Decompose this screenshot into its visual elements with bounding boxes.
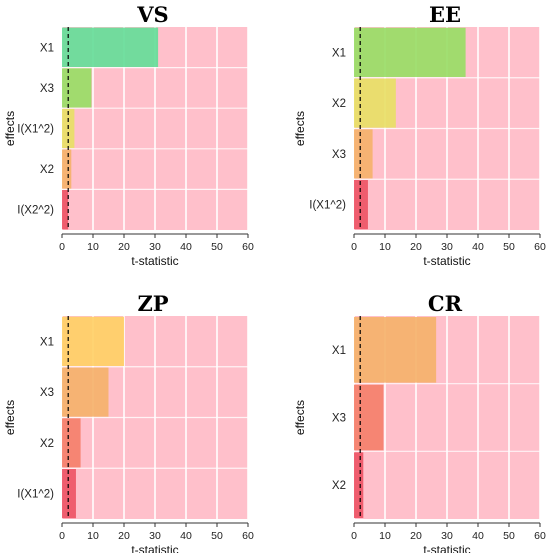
bar-x2 [354, 78, 396, 128]
x-tick-label: 40 [472, 241, 484, 253]
x-tick-label: 60 [534, 241, 546, 253]
x-tick-label: 20 [410, 530, 422, 542]
x-tick-label: 30 [149, 241, 161, 253]
chart-title: EE [429, 2, 461, 27]
bar-x1 [62, 27, 159, 67]
x-tick-label: 20 [118, 530, 130, 542]
category-label: X1 [332, 47, 346, 59]
bar-x2 [62, 149, 72, 189]
x-tick-label: 30 [441, 241, 453, 253]
bar-x1 [354, 317, 437, 383]
x-tick-label: 10 [87, 241, 99, 253]
category-label: X1 [40, 336, 54, 348]
category-label: X2 [40, 164, 54, 176]
category-label: I(X2^2) [17, 205, 54, 217]
x-tick-label: 50 [503, 530, 515, 542]
x-tick-label: 10 [87, 530, 99, 542]
x-axis-label: t-statistic [131, 254, 178, 268]
x-axis-label: t-statistic [131, 543, 178, 553]
category-label: X3 [332, 413, 346, 425]
bar-x1 [62, 316, 124, 366]
category-label: X3 [40, 387, 54, 399]
chart-panel-vs: X1 X3 I(X1^2) X2 I(X2^2) 0 10 20 30 40 50 60 t-stati… [3, 2, 254, 268]
x-tick-label: 0 [351, 530, 357, 542]
category-label: X2 [332, 98, 346, 110]
y-axis-label: effects [293, 400, 307, 435]
category-label: I(X1^2) [309, 200, 346, 212]
chart-panel-cr: X1 X3 X2 0 10 20 30 40 50 60 t-statistic effects CR [293, 291, 546, 553]
chart-title: ZP [137, 291, 168, 316]
category-label: X3 [332, 149, 346, 161]
x-tick-label: 30 [149, 530, 161, 542]
category-label: I(X1^2) [17, 489, 54, 501]
x-tick-label: 60 [534, 530, 546, 542]
category-label: X2 [332, 480, 346, 492]
x-tick-label: 40 [180, 241, 192, 253]
bar-x3 [62, 68, 92, 108]
category-label: X1 [40, 42, 54, 54]
category-label: X3 [40, 83, 54, 95]
y-axis-label: effects [293, 111, 307, 146]
category-label: X1 [332, 345, 346, 357]
bar-x3 [62, 367, 109, 417]
bar-x1 [354, 27, 466, 77]
x-tick-label: 0 [351, 241, 357, 253]
x-tick-label: 50 [211, 241, 223, 253]
bar-i-x2-2- [62, 190, 69, 230]
x-tick-label: 10 [379, 241, 391, 253]
x-tick-label: 40 [472, 530, 484, 542]
x-tick-label: 20 [410, 241, 422, 253]
y-axis-label: effects [3, 400, 17, 435]
bar-x2 [62, 418, 81, 468]
chart-panel-zp: X1 X3 X2 I(X1^2) 0 10 20 30 40 50 60 t-statistic eff… [3, 291, 254, 553]
bar-i-x1-2- [62, 469, 76, 519]
bar-x3 [354, 129, 373, 179]
chart-title: CR [428, 291, 463, 316]
x-tick-label: 60 [242, 241, 254, 253]
x-tick-label: 10 [379, 530, 391, 542]
chart-panel-ee: X1 X2 X3 I(X1^2) 0 10 20 30 40 50 60 t-statistic eff… [293, 2, 546, 268]
x-tick-label: 0 [59, 241, 65, 253]
x-tick-label: 20 [118, 241, 130, 253]
x-tick-label: 30 [441, 530, 453, 542]
x-tick-label: 50 [503, 241, 515, 253]
bar-x2 [354, 452, 364, 518]
category-label: I(X1^2) [17, 124, 54, 136]
category-label: X2 [40, 438, 54, 450]
chart-title: VS [136, 2, 168, 27]
x-tick-label: 40 [180, 530, 192, 542]
x-tick-label: 50 [211, 530, 223, 542]
bar-i-x1-2- [354, 180, 368, 230]
x-tick-label: 60 [242, 530, 254, 542]
x-axis-label: t-statistic [423, 254, 470, 268]
x-axis-label: t-statistic [423, 543, 470, 553]
x-tick-label: 0 [59, 530, 65, 542]
y-axis-label: effects [3, 111, 17, 146]
bar-x3 [354, 384, 384, 451]
